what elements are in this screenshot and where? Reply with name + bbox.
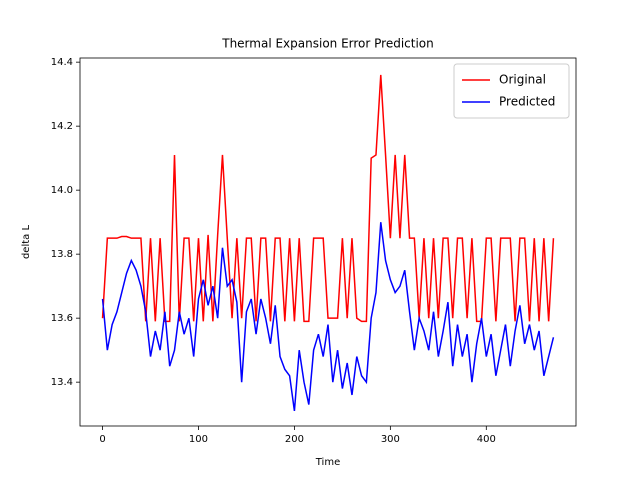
y-tick-label: 14.4 [51, 57, 73, 68]
legend-box [453, 63, 570, 119]
x-tick-label: 0 [99, 434, 105, 445]
y-tick-label: 13.4 [51, 377, 73, 388]
data-line [101, 222, 555, 412]
x-tick-label: 400 [477, 434, 496, 445]
x-tick-label: 300 [381, 434, 400, 445]
legend-label: Original [499, 73, 546, 87]
x-tick-label: 100 [189, 434, 208, 445]
y-axis-label: delta L [21, 225, 32, 260]
x-axis-label: Time [315, 457, 340, 468]
legend-label: Predicted [499, 95, 555, 109]
data-line [101, 74, 555, 323]
y-tick-label: 14.0 [51, 185, 73, 196]
y-tick-label: 13.6 [51, 313, 73, 324]
y-tick-label: 13.8 [51, 249, 73, 260]
chart-title: Thermal Expansion Error Prediction [221, 37, 434, 51]
plot-frame [79, 57, 577, 427]
y-tick-label: 14.2 [51, 121, 73, 132]
x-tick-label: 200 [285, 434, 304, 445]
